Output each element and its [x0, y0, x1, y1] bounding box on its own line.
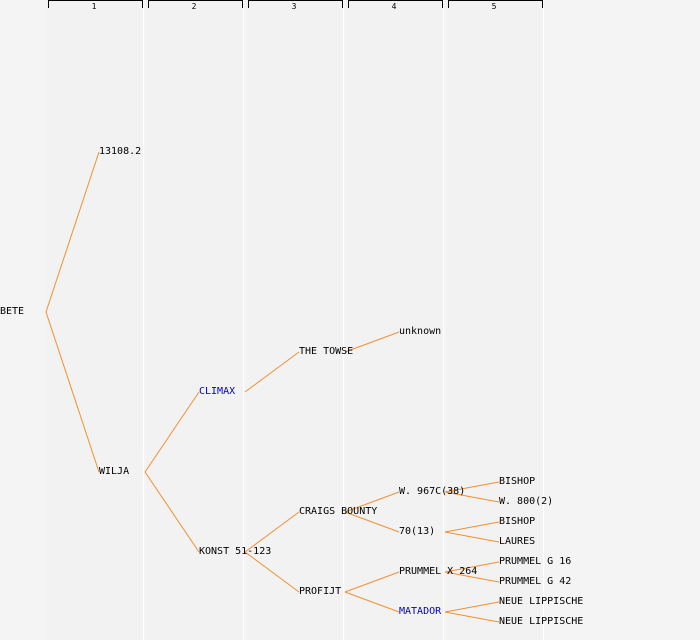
generation-column-5	[446, 0, 544, 640]
pedigree-edge	[244, 351, 300, 393]
pedigree-node-bete: BETE	[0, 306, 25, 317]
pedigree-node-w-967c-38: W. 967C(38)	[399, 486, 466, 497]
pedigree-edge	[444, 531, 500, 543]
pedigree-edge	[45, 151, 100, 313]
generation-column-1	[46, 0, 144, 640]
pedigree-node-prummel-x-264: PRUMMEL X 264	[399, 566, 478, 577]
generation-number: 3	[291, 2, 297, 11]
pedigree-node-laures: LAURES	[499, 536, 536, 547]
pedigree-edge	[444, 481, 500, 493]
pedigree-edge	[444, 521, 500, 533]
generation-header-bracket	[248, 0, 343, 8]
pedigree-node-konst-51-123: KONST 51-123	[199, 546, 272, 557]
pedigree-edge	[444, 571, 500, 583]
pedigree-edge	[244, 551, 300, 593]
generation-number: 5	[491, 2, 497, 11]
generation-header-bracket	[48, 0, 143, 8]
pedigree-edge	[444, 601, 500, 613]
pedigree-node-climax: CLIMAX	[199, 386, 236, 397]
generation-column-2	[146, 0, 244, 640]
generation-number: 1	[91, 2, 97, 11]
pedigree-node-craigs-bounty: CRAIGS BOUNTY	[299, 506, 378, 517]
pedigree-edge	[344, 491, 400, 513]
generation-column-4	[346, 0, 444, 640]
pedigree-node-prummel-g-16: PRUMMEL G 16	[499, 556, 572, 567]
pedigree-node-wilja: WILJA	[99, 466, 130, 477]
generation-header-bracket	[148, 0, 243, 8]
pedigree-node-the-towse: THE TOWSE	[299, 346, 354, 357]
generation-header-bracket	[448, 0, 543, 8]
pedigree-node-13108-2: 13108.2	[99, 146, 142, 157]
pedigree-node-neue-lippische: NEUE LIPPISCHE	[499, 616, 584, 627]
pedigree-node-matador: MATADOR	[399, 606, 442, 617]
pedigree-edge	[244, 511, 300, 553]
pedigree-edge	[344, 331, 400, 353]
pedigree-edge	[344, 511, 400, 533]
pedigree-edge	[444, 611, 500, 623]
pedigree-edge	[144, 471, 200, 553]
pedigree-edge	[144, 391, 200, 473]
pedigree-edge	[45, 311, 100, 473]
pedigree-node-w-800-2: W. 800(2)	[499, 496, 554, 507]
pedigree-node-neue-lippische: NEUE LIPPISCHE	[499, 596, 584, 607]
generation-column-3	[246, 0, 344, 640]
pedigree-node-profijt: PROFIJT	[299, 586, 342, 597]
generation-number: 4	[391, 2, 397, 11]
pedigree-node-unknown: unknown	[399, 326, 442, 337]
pedigree-node-bishop: BISHOP	[499, 476, 536, 487]
pedigree-node-70-13: 70(13)	[399, 526, 436, 537]
pedigree-edge	[344, 571, 400, 593]
pedigree-edge	[344, 591, 400, 613]
pedigree-edge	[444, 561, 500, 573]
pedigree-node-bishop: BISHOP	[499, 516, 536, 527]
pedigree-node-prummel-g-42: PRUMMEL G 42	[499, 576, 572, 587]
pedigree-edge	[444, 491, 500, 503]
generation-header-bracket	[348, 0, 443, 8]
generation-number: 2	[191, 2, 197, 11]
